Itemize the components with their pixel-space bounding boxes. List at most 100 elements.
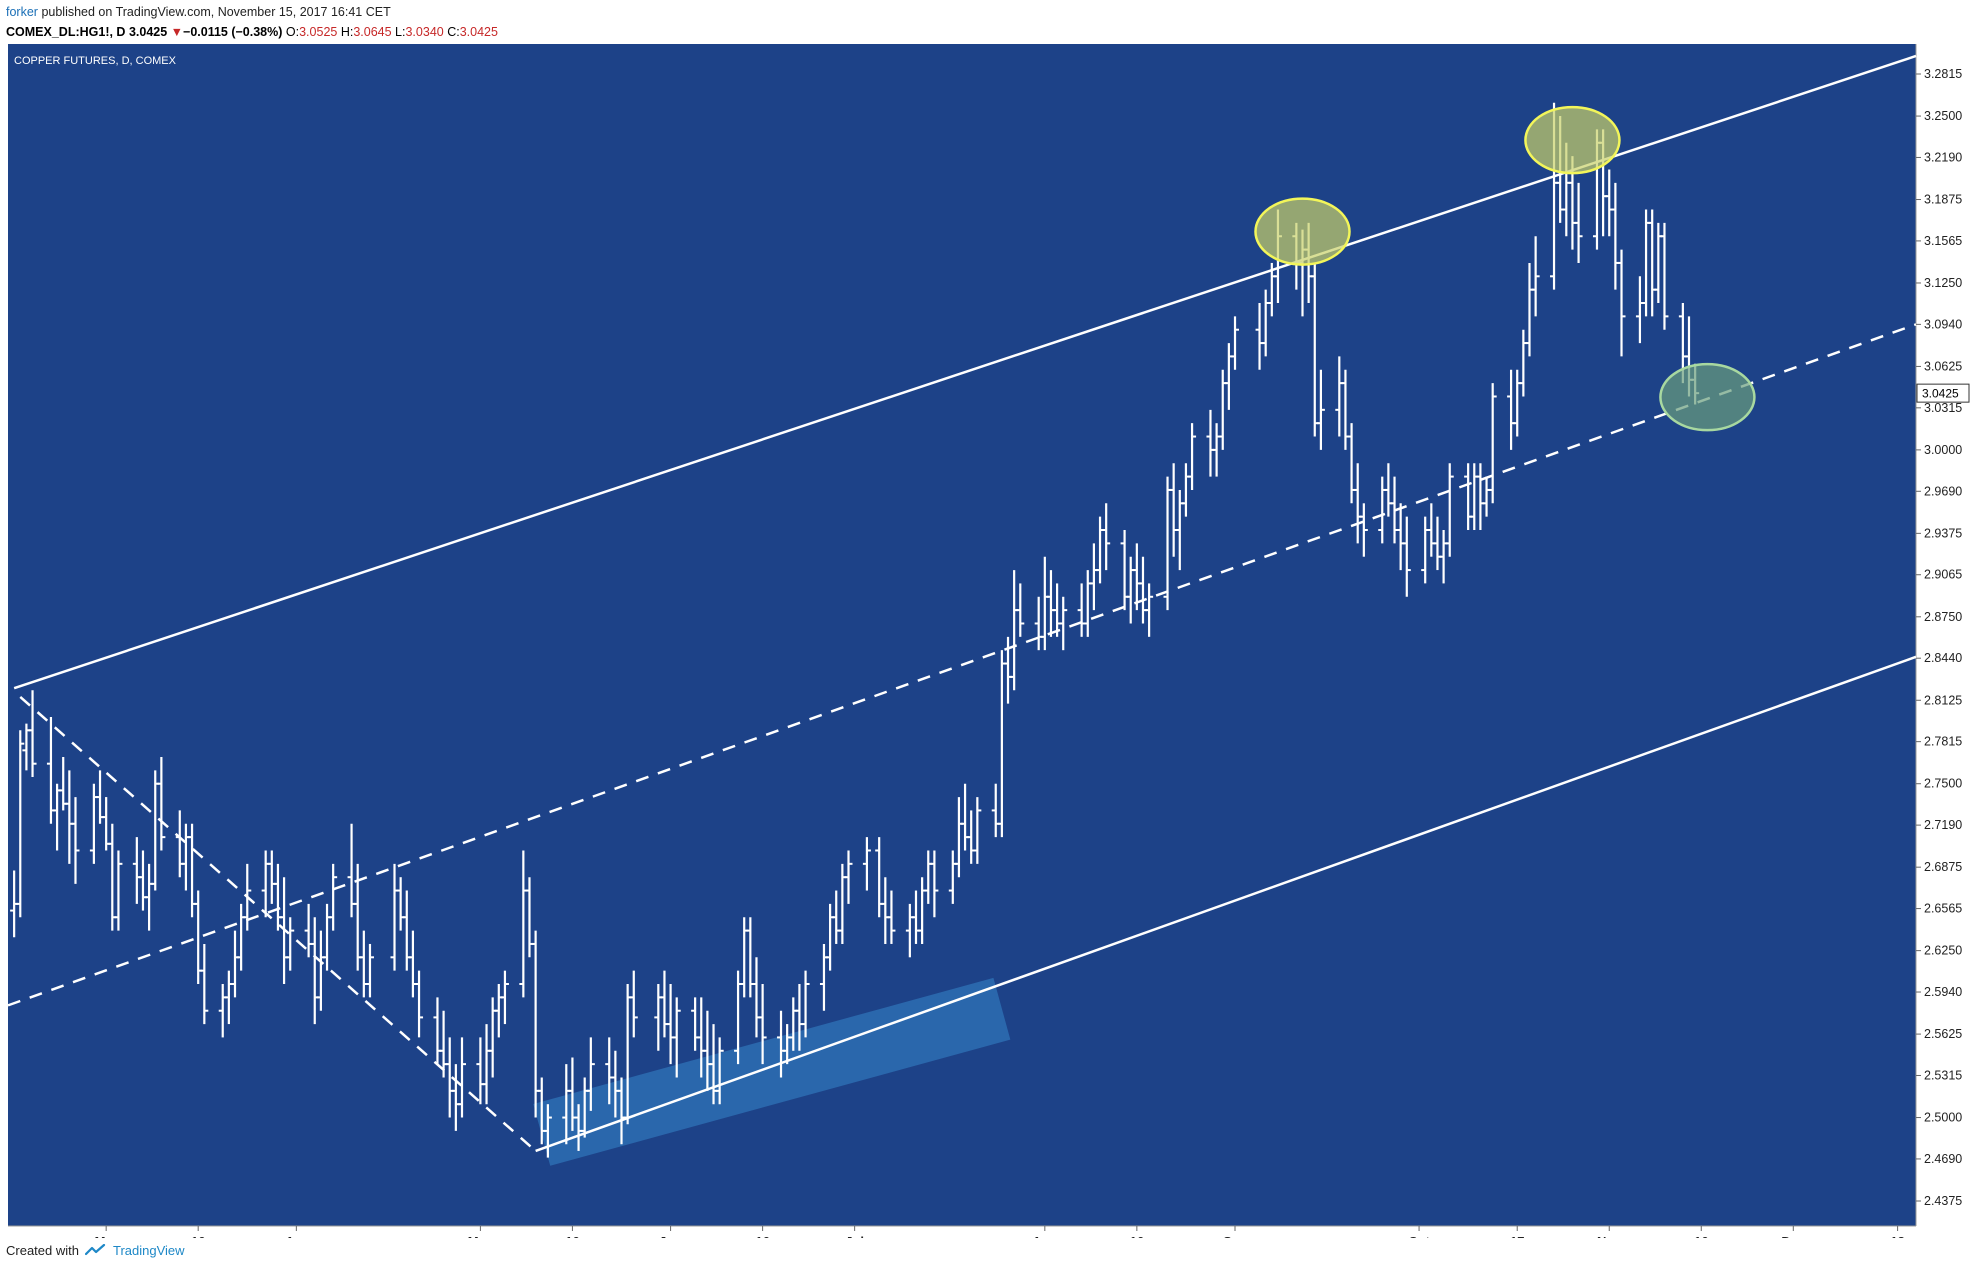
ohlc-bar — [1574, 182, 1583, 263]
ohlc-bar — [1016, 583, 1025, 637]
ohlc-bar — [1316, 369, 1325, 450]
price-tick-label: 2.8440 — [1924, 651, 1962, 665]
price-tick-label: 3.2815 — [1924, 67, 1962, 81]
ohlc-bar — [629, 970, 638, 1038]
open-value: 3.0525 — [299, 25, 338, 39]
price-tick-label: 2.8750 — [1924, 610, 1962, 624]
tradingview-link[interactable]: TradingView — [112, 1242, 185, 1258]
price-tick-label: 2.4690 — [1924, 1152, 1962, 1166]
price-tick-label: 3.0940 — [1924, 317, 1962, 331]
price-tick-label: 3.2190 — [1924, 150, 1962, 164]
price-tick-label: 2.8125 — [1924, 693, 1962, 707]
ohlc-bar — [543, 1104, 552, 1158]
lower-channel-line — [535, 655, 1917, 1153]
ohlc-bar — [286, 917, 295, 971]
ohlc-bar — [243, 863, 252, 931]
price-tick-label: 2.9065 — [1924, 568, 1962, 582]
price-tick-label: 3.0000 — [1924, 443, 1962, 457]
price-chart[interactable]: COPPER FUTURES, D, COMEX 3.28153.25003.2… — [0, 44, 1980, 1238]
time-tick-label: 16 — [191, 1234, 205, 1238]
time-tick-label: Sep — [1223, 1234, 1247, 1238]
low-label: L: — [395, 25, 406, 39]
ohlc-bar — [200, 943, 209, 1025]
price-tick-label: 2.6565 — [1924, 902, 1962, 916]
price-tick-label: 2.5940 — [1924, 985, 1962, 999]
touch-marker-layer — [1254, 105, 1756, 432]
price-tick-label: 2.9375 — [1924, 526, 1962, 540]
time-tick-label: Jun — [659, 1234, 682, 1238]
ohlc-bar — [457, 1037, 466, 1118]
chart-header: forker published on TradingView.com, Nov… — [6, 2, 1966, 44]
time-tick-label: 16 — [755, 1234, 769, 1238]
time-tick-label: Mar — [95, 1234, 118, 1238]
close-label: C: — [447, 25, 460, 39]
ohlc-bar — [365, 943, 374, 998]
ohlc-bar — [71, 797, 80, 884]
price-tick-label: 2.7500 — [1924, 777, 1962, 791]
price-tick-label: 3.1875 — [1924, 193, 1962, 207]
low-value: 3.0340 — [405, 25, 444, 39]
author-link[interactable]: forker — [6, 5, 38, 19]
support-touch-marker — [1659, 362, 1756, 432]
ohlc-bar — [1488, 383, 1497, 504]
ohlc-bars — [10, 102, 1700, 1158]
ohlc-bar — [1231, 316, 1240, 370]
down-arrow-icon: ▼ — [170, 25, 184, 39]
price-tick-label: 3.1565 — [1924, 234, 1962, 248]
price-tick-label: 2.6875 — [1924, 860, 1962, 874]
ohlc-bar — [1402, 516, 1411, 597]
tradingview-logo-icon — [84, 1244, 106, 1256]
price-tick-label: 2.5625 — [1924, 1027, 1962, 1041]
time-tick-label: Apr — [285, 1234, 307, 1238]
price-tick-label: 3.2500 — [1924, 109, 1962, 123]
ohlc-bar — [973, 797, 982, 864]
ohlc-bar — [1531, 236, 1540, 317]
time-tick-label: Dec — [1781, 1234, 1805, 1238]
ohlc-bar — [329, 863, 338, 931]
ohlc-bar — [1359, 503, 1368, 557]
price-change: −0.0115 (−0.38%) — [183, 25, 283, 39]
ohlc-bar — [415, 970, 424, 1038]
price-axis[interactable]: 3.2815 3.2500 3.2190 3.1875 3.1565 3.1250 3.09… — [1916, 67, 1962, 1208]
ohlc-bar — [1059, 596, 1068, 651]
ohlc-bar — [114, 850, 123, 931]
resistance-touch-marker — [1524, 105, 1621, 175]
time-tick-label: Jul — [845, 1234, 864, 1238]
last-price-tag-text: 3.0425 — [1922, 387, 1959, 401]
time-tick-label: Oct — [1408, 1234, 1430, 1238]
price-tick-label: 2.4375 — [1924, 1194, 1962, 1208]
ohlc-line: COMEX_DL:HG1!, D 3.0425 ▼−0.0115 (−0.38%… — [6, 22, 1966, 42]
ohlc-bar — [715, 1037, 724, 1105]
median-dashed-line — [7, 323, 1917, 1007]
price-tick-label: 2.9690 — [1924, 484, 1962, 498]
time-tick-label: 18 — [1890, 1234, 1904, 1238]
close-value: 3.0425 — [459, 25, 498, 39]
ohlc-bar — [28, 690, 37, 778]
price-tick-label: 2.7190 — [1924, 818, 1962, 832]
time-axis[interactable]: Mar 16 Apr May 16 Jun 16 Jul Aug 16 Sep Oct 17 Nov 16 D… — [95, 1226, 1905, 1238]
price-tick-label: 3.1250 — [1924, 276, 1962, 290]
time-tick-label: 17 — [1510, 1234, 1524, 1238]
resistance-touch-marker — [1254, 197, 1351, 266]
price-tick-label: 3.0315 — [1924, 401, 1962, 415]
ohlc-bar — [801, 970, 810, 1038]
last-price-tag-box — [1916, 383, 1970, 403]
created-with-label: Created with — [6, 1242, 79, 1258]
ohlc-bar — [758, 984, 767, 1065]
ohlc-bar — [157, 757, 166, 851]
ohlc-bar — [887, 890, 896, 944]
ohlc-bar — [1145, 583, 1154, 637]
ohlc-bar — [1617, 249, 1626, 357]
time-tick-label: May — [468, 1234, 494, 1238]
price-tick-label: 2.5000 — [1924, 1111, 1962, 1125]
price-tick-label: 2.5315 — [1924, 1068, 1962, 1082]
price-tick-label: 3.0625 — [1924, 359, 1962, 373]
publish-line: forker published on TradingView.com, Nov… — [6, 2, 1966, 22]
ohlc-bar — [16, 730, 25, 918]
ohlc-bar — [586, 1037, 595, 1111]
time-tick-label: 16 — [1694, 1234, 1708, 1238]
price-tick-label: 2.6250 — [1924, 944, 1962, 958]
ohlc-bar — [1660, 222, 1669, 330]
time-tick-label: 16 — [565, 1234, 579, 1238]
open-label: O: — [285, 25, 300, 39]
